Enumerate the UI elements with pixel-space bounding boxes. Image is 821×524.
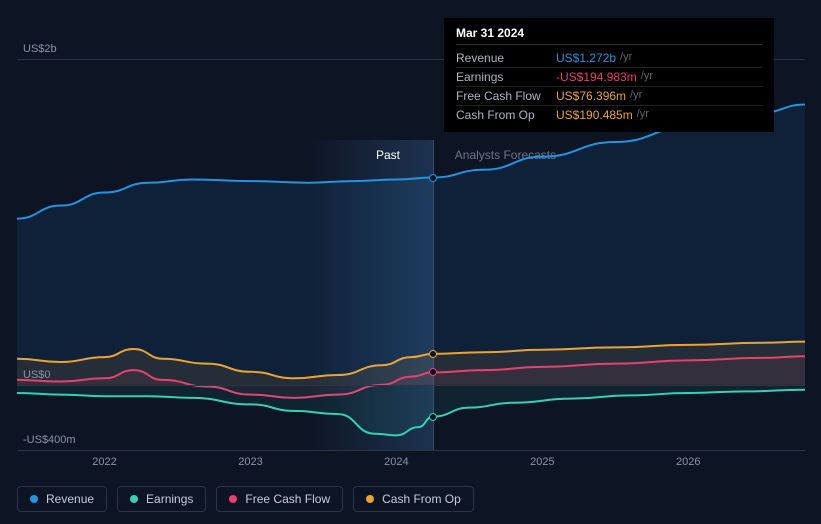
tooltip-metric-value: -US$194.983m [556,70,637,84]
past-region-label: Past [376,148,400,162]
legend-dot-icon [229,495,237,503]
legend-dot-icon [130,495,138,503]
legend-item-revenue[interactable]: Revenue [17,486,107,512]
legend-label: Revenue [46,492,94,506]
legend-label: Earnings [146,492,193,506]
marker-dot-revenue [429,174,437,182]
marker-dot-cash_op [429,350,437,358]
y-axis-label: US$0 [23,369,51,381]
y-axis-label: -US$400m [23,434,76,446]
y-axis-label: US$2b [23,43,57,55]
financial-chart[interactable]: Past Analysts Forecasts Mar 31 2024 Reve… [17,10,805,480]
x-axis-label: 2025 [530,456,554,468]
x-axis-label: 2024 [384,456,408,468]
tooltip-metric-label: Revenue [456,51,556,65]
current-date-marker-line [433,140,434,450]
x-axis-label: 2026 [676,456,700,468]
tooltip-row: Free Cash FlowUS$76.396m/yr [456,87,762,106]
tooltip-row: RevenueUS$1.272b/yr [456,49,762,68]
legend-item-cash_op[interactable]: Cash From Op [353,486,474,512]
legend-dot-icon [366,495,374,503]
marker-dot-fcf [429,368,437,376]
data-tooltip: Mar 31 2024 RevenueUS$1.272b/yrEarnings-… [444,18,774,132]
tooltip-metric-label: Earnings [456,70,556,84]
marker-dot-earnings [429,413,437,421]
past-highlight-region [309,140,433,450]
legend-label: Cash From Op [382,492,461,506]
tooltip-row: Earnings-US$194.983m/yr [456,68,762,87]
gridline [17,385,805,386]
x-axis-label: 2022 [92,456,116,468]
x-axis-label: 2023 [238,456,262,468]
tooltip-title: Mar 31 2024 [456,26,762,45]
tooltip-metric-label: Free Cash Flow [456,89,556,103]
tooltip-metric-unit: /yr [637,108,649,122]
legend-dot-icon [30,495,38,503]
tooltip-metric-value: US$76.396m [556,89,626,103]
tooltip-metric-unit: /yr [641,70,653,84]
forecast-region-label: Analysts Forecasts [455,148,556,162]
tooltip-metric-unit: /yr [630,89,642,103]
gridline [17,450,805,451]
chart-legend: Revenue Earnings Free Cash Flow Cash From O… [17,486,474,512]
tooltip-metric-unit: /yr [620,51,632,65]
legend-label: Free Cash Flow [245,492,330,506]
legend-item-earnings[interactable]: Earnings [117,486,206,512]
legend-item-fcf[interactable]: Free Cash Flow [216,486,343,512]
tooltip-metric-value: US$190.485m [556,108,633,122]
tooltip-metric-value: US$1.272b [556,51,616,65]
tooltip-metric-label: Cash From Op [456,108,556,122]
tooltip-row: Cash From OpUS$190.485m/yr [456,106,762,124]
tooltip-rows: RevenueUS$1.272b/yrEarnings-US$194.983m/… [456,49,762,124]
